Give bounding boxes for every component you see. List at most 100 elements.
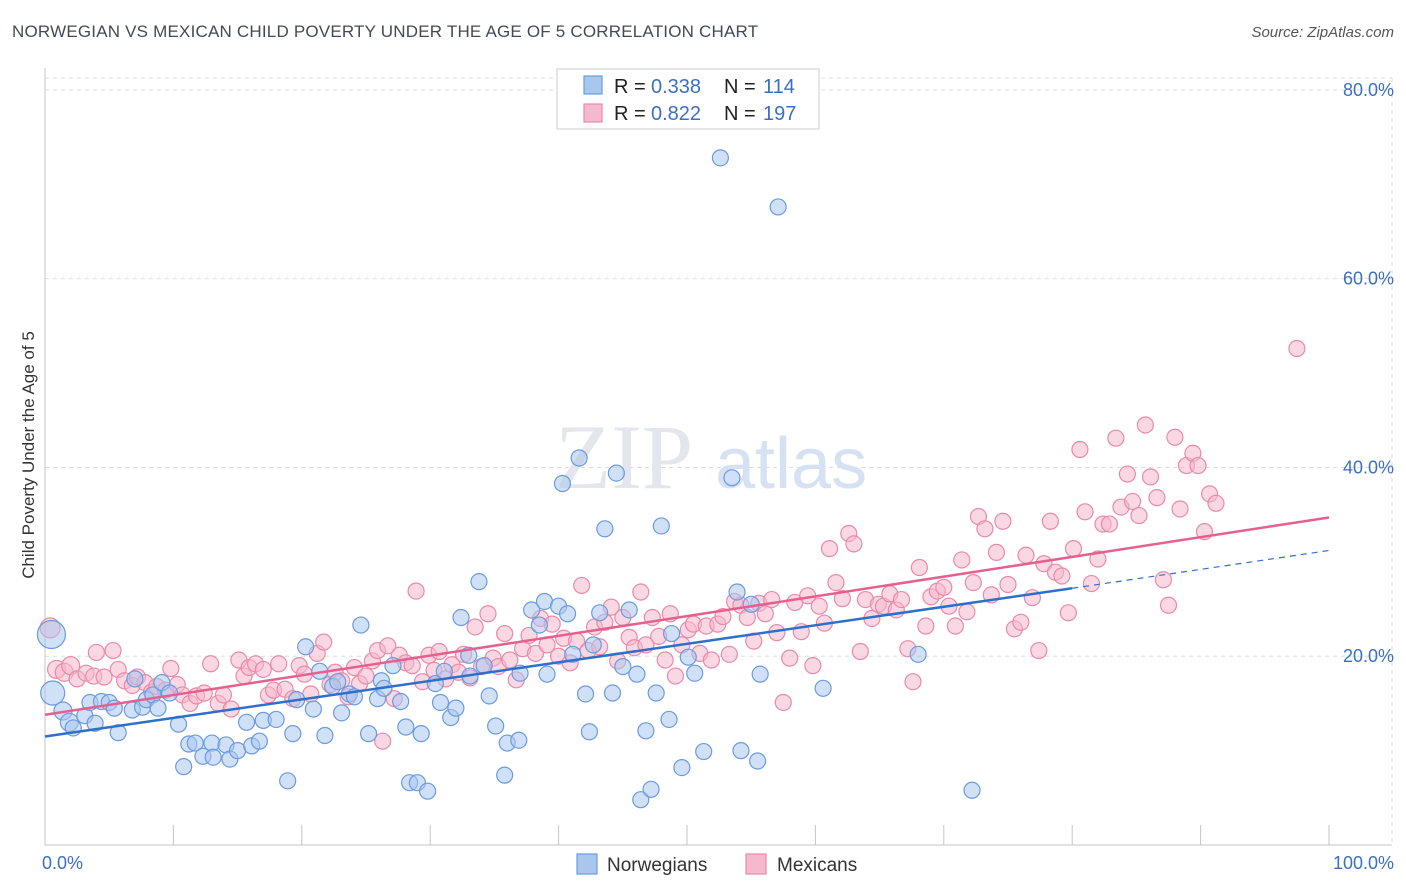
point-norwegians-88 — [596, 520, 614, 538]
point-mexicans-165 — [1041, 512, 1059, 530]
point-mexicans-150 — [953, 551, 971, 569]
point-norwegians-109 — [749, 752, 767, 770]
point-norwegians-111 — [769, 198, 787, 216]
point-norwegians-67 — [470, 573, 488, 591]
point-norwegians-106 — [723, 469, 741, 487]
point-norwegians-41 — [316, 726, 334, 745]
point-norwegians-83 — [570, 449, 588, 467]
point-mexicans-152 — [964, 573, 982, 592]
point-norwegians-57 — [412, 725, 430, 743]
point-mexicans-126 — [810, 597, 828, 615]
point-mexicans-110 — [714, 607, 732, 626]
point-norwegians-92 — [620, 601, 638, 619]
point-mexicans-132 — [845, 535, 863, 553]
point-norwegians-1 — [40, 680, 66, 706]
point-mexicans-190 — [1189, 456, 1207, 475]
point-norwegians-53 — [392, 692, 410, 711]
point-norwegians-102 — [679, 648, 697, 666]
point-mexicans-125 — [804, 657, 822, 675]
point-mexicans-169 — [1064, 540, 1083, 558]
point-mexicans-42 — [315, 633, 333, 651]
chart-source: Source: ZipAtlas.com — [1251, 24, 1394, 41]
point-mexicans-167 — [1053, 567, 1071, 585]
legend-r-label-norwegians: R = — [614, 76, 646, 98]
series-mexicans — [39, 339, 1306, 750]
point-mexicans-140 — [892, 590, 911, 609]
point-norwegians-47 — [352, 616, 370, 634]
bottom-legend-swatch-norwegians — [576, 853, 598, 875]
point-mexicans-100 — [656, 651, 674, 669]
legend-r-value-mexicans: 0.822 — [651, 103, 701, 125]
point-norwegians-0 — [36, 619, 67, 650]
point-mexicans-129 — [827, 573, 845, 592]
point-norwegians-101 — [673, 758, 691, 777]
point-mexicans-160 — [1012, 613, 1030, 631]
point-mexicans-157 — [994, 512, 1012, 530]
point-mexicans-117 — [756, 605, 774, 623]
point-norwegians-76 — [530, 616, 548, 634]
point-mexicans-149 — [946, 617, 964, 635]
point-norwegians-70 — [487, 717, 505, 735]
point-norwegians-90 — [607, 464, 625, 482]
point-norwegians-39 — [304, 700, 322, 718]
point-mexicans-120 — [774, 693, 792, 712]
axes — [44, 68, 1392, 846]
point-mexicans-70 — [479, 605, 497, 623]
point-norwegians-43 — [329, 673, 347, 691]
bottom-legend: Norwegians Mexicans — [576, 853, 857, 876]
point-mexicans-185 — [1159, 596, 1178, 614]
point-norwegians-81 — [558, 605, 577, 623]
point-norwegians-30 — [237, 713, 256, 731]
trend-line-norwegians-extension — [1072, 549, 1330, 589]
point-mexicans-7 — [87, 643, 105, 662]
point-norwegians-114 — [963, 781, 981, 799]
legend-r-label-mexicans: R = — [614, 103, 646, 125]
legend-n-value-norwegians: 114 — [763, 76, 795, 98]
point-mexicans-170 — [1071, 440, 1089, 459]
point-norwegians-96 — [642, 780, 660, 798]
point-norwegians-48 — [359, 725, 378, 743]
point-norwegians-34 — [267, 710, 285, 729]
point-mexicans-121 — [781, 649, 799, 667]
point-mexicans-142 — [904, 673, 922, 691]
point-mexicans-180 — [1130, 506, 1148, 525]
point-mexicans-161 — [1017, 546, 1035, 564]
point-mexicans-52 — [374, 732, 392, 750]
point-norwegians-98 — [652, 517, 670, 535]
legend-n-label-mexicans: N = — [724, 103, 756, 125]
point-mexicans-156 — [987, 543, 1006, 561]
x-tick-label-min: 0.0% — [42, 853, 83, 873]
y-axis-title: Child Poverty Under the Age of 5 — [19, 331, 38, 579]
point-mexicans-128 — [820, 540, 839, 558]
point-norwegians-35 — [279, 772, 297, 790]
point-norwegians-17 — [149, 699, 167, 717]
point-mexicans-158 — [999, 575, 1017, 594]
legend-box: R = 0.338 N = 114 R = 0.822 N = 197 — [556, 68, 820, 130]
point-norwegians-26 — [204, 748, 222, 766]
point-norwegians-64 — [452, 608, 470, 627]
legend-n-label-norwegians: N = — [724, 76, 756, 98]
point-norwegians-73 — [510, 731, 528, 749]
point-mexicans-183 — [1148, 489, 1166, 507]
point-norwegians-82 — [564, 645, 582, 663]
point-norwegians-108 — [732, 742, 750, 760]
point-norwegians-60 — [431, 693, 450, 712]
point-norwegians-23 — [186, 734, 204, 752]
point-mexicans-194 — [1288, 339, 1306, 358]
watermark: ZIP atlas — [555, 406, 867, 508]
trend-lines — [44, 516, 1330, 738]
point-mexicans-143 — [910, 558, 929, 577]
point-norwegians-110 — [751, 665, 769, 683]
point-norwegians-89 — [603, 684, 622, 702]
y-tick-label-60: 60.0% — [1343, 269, 1394, 289]
point-norwegians-103 — [686, 664, 704, 682]
point-norwegians-25 — [203, 734, 221, 752]
point-norwegians-107 — [728, 583, 746, 601]
legend-swatch-mexicans — [583, 103, 603, 123]
point-mexicans-133 — [851, 642, 869, 661]
bottom-legend-label-mexicans: Mexicans — [777, 855, 857, 876]
point-norwegians-80 — [553, 474, 572, 493]
point-norwegians-84 — [576, 685, 595, 703]
legend-r-value-norwegians: 0.338 — [651, 76, 701, 98]
